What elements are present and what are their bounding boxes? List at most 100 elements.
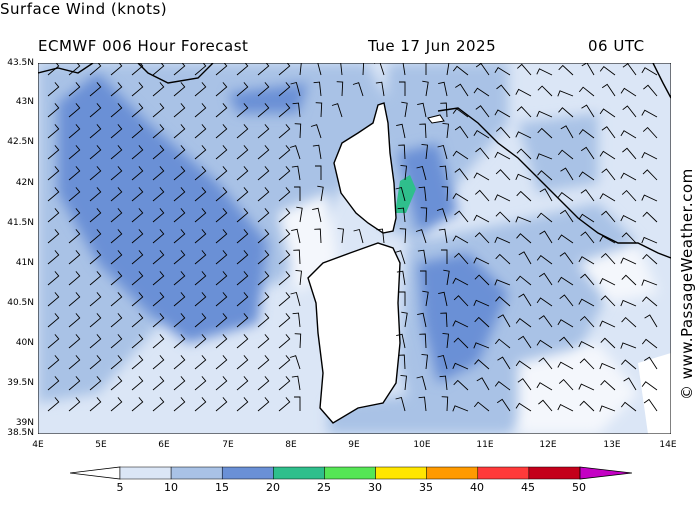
wind-barb: [601, 83, 616, 97]
wind-barb: [278, 82, 291, 97]
italy-east-coast: [652, 63, 671, 99]
wind-barb: [418, 396, 427, 412]
wind-barb: [236, 82, 249, 97]
wind-barb: [152, 334, 165, 349]
forecast-subtitle: ECMWF 006 Hour Forecast: [38, 37, 249, 55]
wind-barb: [291, 165, 301, 181]
wind-barb: [536, 339, 553, 349]
colorbar-label: 5: [116, 481, 124, 494]
wind-barb: [641, 194, 658, 202]
wind-barb: [452, 150, 469, 160]
lon-label: 8E: [285, 440, 297, 450]
wind-barb: [131, 313, 144, 328]
wind-barb: [473, 87, 490, 97]
wind-barb: [236, 229, 249, 244]
wind-barb: [278, 166, 291, 181]
wind-barb: [599, 193, 616, 202]
wind-barb: [642, 169, 658, 181]
wind-barb: [621, 232, 637, 244]
wind-barb: [599, 65, 616, 76]
wind-barb: [173, 166, 186, 181]
wind-barb: [473, 129, 490, 139]
wind-barb: [47, 145, 60, 160]
wind-barb: [336, 81, 344, 97]
colorbar-label: 25: [317, 481, 331, 494]
colorbar-cell: [528, 466, 581, 480]
france-coast: [38, 63, 214, 84]
wind-barb: [475, 105, 490, 118]
wind-barb: [89, 124, 102, 139]
wind-barb: [642, 211, 658, 223]
wind-barb: [641, 109, 658, 118]
colorbar-left-arrow: [70, 466, 121, 480]
wind-barb: [473, 214, 490, 223]
wind-barb: [313, 81, 322, 97]
wind-barb: [68, 145, 81, 160]
wind-barb: [194, 334, 207, 349]
colorbar-label: 40: [470, 481, 484, 494]
wind-barb: [89, 208, 102, 223]
wind-barb: [376, 228, 385, 244]
lat-label: 40N: [15, 338, 34, 348]
wind-barb: [68, 82, 81, 97]
wind-barb: [452, 362, 469, 370]
wind-barb: [515, 275, 532, 286]
wind-barb: [236, 397, 249, 412]
wind-barb: [152, 166, 165, 181]
wind-barb: [599, 277, 616, 286]
lat-label: 40.5N: [7, 298, 34, 308]
wind-barb: [599, 320, 616, 328]
wind-barb: [419, 123, 427, 139]
wind-barb: [599, 362, 616, 370]
wind-barb: [110, 271, 123, 286]
wind-barb: [278, 124, 291, 139]
colorbar: [70, 466, 632, 480]
wind-barb: [131, 250, 144, 265]
wind-barb: [173, 250, 186, 265]
wind-barb: [236, 271, 249, 286]
corsica-island: [333, 102, 397, 234]
wind-barb: [437, 144, 448, 160]
wind-barb: [440, 312, 448, 328]
wind-barb: [621, 274, 637, 286]
wind-barb: [173, 334, 186, 349]
wind-barb: [538, 357, 553, 370]
wind-barb: [446, 63, 450, 76]
wind-barb: [494, 338, 511, 349]
wind-barb: [397, 207, 406, 223]
wind-barb: [89, 271, 102, 286]
wind-barb: [441, 396, 449, 412]
wind-barb: [601, 126, 616, 139]
colorbar-label: 10: [164, 481, 178, 494]
wind-barb: [494, 380, 511, 391]
wind-barb: [152, 355, 165, 370]
wind-barb: [173, 376, 186, 391]
wind-barb: [173, 63, 186, 76]
wind-barb: [173, 397, 186, 412]
wind-barb: [420, 270, 427, 285]
wind-barb: [131, 63, 144, 76]
wind-barb: [289, 355, 301, 370]
wind-barb: [515, 216, 532, 223]
wind-barb: [152, 292, 165, 307]
wind-barb: [173, 187, 186, 202]
lat-label: 38.5N: [7, 428, 34, 438]
wind-barb: [373, 63, 385, 76]
wind-barb: [396, 123, 406, 139]
wind-barb: [173, 313, 186, 328]
wind-barb: [600, 379, 616, 391]
wind-barb: [152, 82, 165, 97]
wind-barb: [539, 230, 553, 244]
wind-barb: [215, 376, 228, 391]
wind-barb: [110, 250, 123, 265]
wind-barb: [516, 190, 532, 202]
wind-barb: [454, 252, 469, 265]
wind-barb: [317, 185, 324, 202]
wind-barb: [578, 171, 595, 181]
wind-barb: [621, 189, 637, 202]
wind-barb: [601, 168, 616, 181]
wind-barb: [110, 166, 123, 181]
wind-barb: [557, 276, 574, 286]
wind-barb: [68, 124, 81, 139]
wind-barb: [362, 63, 365, 76]
